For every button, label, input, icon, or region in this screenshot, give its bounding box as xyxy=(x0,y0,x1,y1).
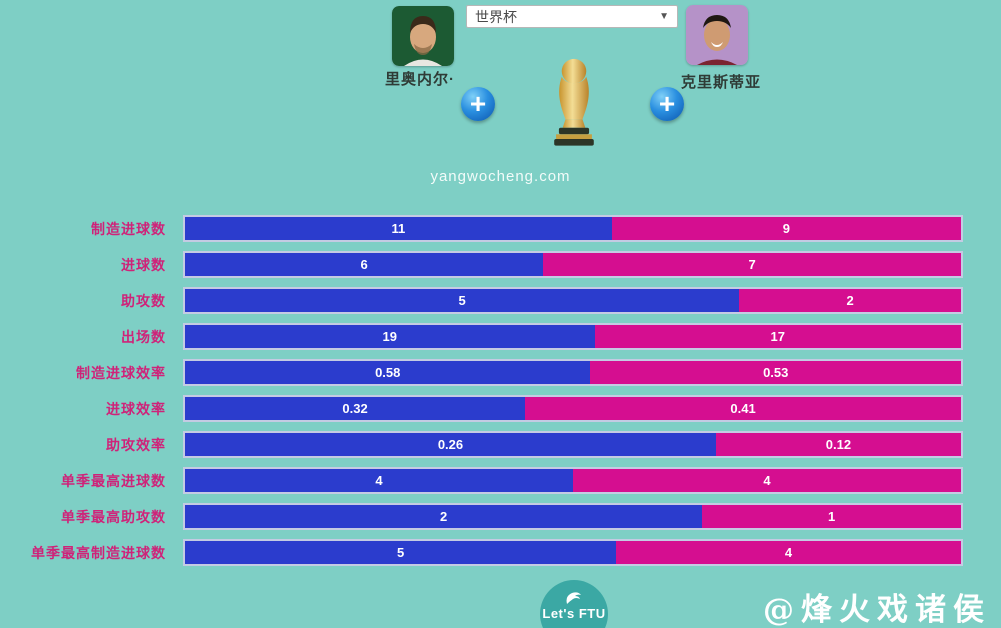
hand-icon xyxy=(566,592,581,604)
bar-value: 5 xyxy=(396,545,405,560)
lets-ftu-logo: Let's FTU xyxy=(540,580,608,628)
bar-right-segment: 7 xyxy=(543,253,961,276)
player-left-avatar[interactable] xyxy=(392,6,454,66)
stat-label: 制造进球数 xyxy=(91,220,166,237)
stat-row: 制造进球效率 0.58 0.53 xyxy=(0,359,963,386)
stat-row: 进球效率 0.32 0.41 xyxy=(0,395,963,422)
stat-row: 单季最高进球数 4 4 xyxy=(0,467,963,494)
player-right-avatar[interactable] xyxy=(686,5,748,65)
bar-left-segment: 0.32 xyxy=(185,397,526,420)
bar-value: 11 xyxy=(391,221,406,236)
site-url: yangwocheng.com xyxy=(430,168,571,185)
player-left-name: 里奥内尔· xyxy=(385,71,455,88)
bar-value: 0.58 xyxy=(375,365,401,380)
stat-row: 助攻数 5 2 xyxy=(0,287,963,314)
stat-label: 助攻数 xyxy=(121,292,166,309)
stat-label: 进球效率 xyxy=(106,400,166,417)
stat-row: 进球数 6 7 xyxy=(0,251,963,278)
watermark-signature: @烽火戏诸侯 xyxy=(763,584,993,628)
stat-row: 助攻效率 0.26 0.12 xyxy=(0,431,963,458)
bar-left-segment: 0.58 xyxy=(185,361,591,384)
bar-value: 4 xyxy=(375,473,383,488)
bar-value: 0.12 xyxy=(825,437,852,452)
bar-value: 6 xyxy=(360,257,368,272)
stat-label: 助攻效率 xyxy=(106,436,166,453)
bar-value: 1 xyxy=(828,509,836,524)
bar-left-segment: 11 xyxy=(185,217,612,240)
player-right-name: 克里斯蒂亚 xyxy=(681,74,762,91)
bar-right-segment: 17 xyxy=(594,325,961,348)
bar-value: 2 xyxy=(440,509,448,524)
stat-row: 制造进球数 11 9 xyxy=(0,215,963,242)
bar-left-segment: 5 xyxy=(185,289,740,312)
stat-bar: 0.58 0.53 xyxy=(183,359,963,386)
world-cup-trophy-icon xyxy=(541,57,607,153)
bar-value: 17 xyxy=(770,329,785,344)
bar-left-segment: 5 xyxy=(185,541,617,564)
bar-right-segment: 0.12 xyxy=(715,433,961,456)
stat-label: 单季最高制造进球数 xyxy=(31,544,166,561)
bar-left-segment: 4 xyxy=(185,469,573,492)
comparison-chart: 制造进球数 11 9 进球数 6 7 助攻数 5 2 出场数 19 17 制造进球效率 0.58 0.53 进… xyxy=(0,215,963,575)
bar-value: 5 xyxy=(458,293,466,308)
bar-left-segment: 19 xyxy=(185,325,595,348)
stat-bar: 11 9 xyxy=(183,215,963,242)
bar-left-segment: 0.26 xyxy=(185,433,716,456)
stat-bar: 19 17 xyxy=(183,323,963,350)
bar-value: 0.41 xyxy=(730,401,756,416)
stat-label: 出场数 xyxy=(121,328,166,345)
bar-left-segment: 2 xyxy=(185,505,703,528)
stat-bar: 0.32 0.41 xyxy=(183,395,963,422)
stat-label: 制造进球效率 xyxy=(76,364,166,381)
messi-portrait xyxy=(392,6,454,66)
stat-row: 单季最高制造进球数 5 4 xyxy=(0,539,963,566)
add-player-left-button[interactable]: + xyxy=(461,87,495,121)
lets-ftu-label: Let's FTU xyxy=(542,606,606,621)
stat-label: 进球数 xyxy=(121,256,166,273)
bar-right-segment: 4 xyxy=(573,469,961,492)
bar-value: 4 xyxy=(763,473,771,488)
stat-label: 单季最高助攻数 xyxy=(61,508,166,525)
bar-value: 0.26 xyxy=(437,437,464,452)
bar-right-segment: 0.41 xyxy=(525,397,961,420)
bar-value: 19 xyxy=(382,329,397,344)
bar-value: 7 xyxy=(748,257,756,272)
bar-right-segment: 9 xyxy=(611,217,961,240)
bar-value: 0.32 xyxy=(342,401,368,416)
bar-right-segment: 1 xyxy=(702,505,961,528)
competition-select[interactable]: 世界杯 ▼ xyxy=(466,5,678,28)
bar-right-segment: 0.53 xyxy=(590,361,961,384)
chevron-down-icon: ▼ xyxy=(659,11,669,22)
stat-bar: 0.26 0.12 xyxy=(183,431,963,458)
add-player-right-button[interactable]: + xyxy=(650,87,684,121)
ronaldo-portrait xyxy=(686,5,748,65)
stat-row: 单季最高助攻数 2 1 xyxy=(0,503,963,530)
bar-right-segment: 4 xyxy=(616,541,961,564)
bar-value: 9 xyxy=(782,221,790,236)
stat-row: 出场数 19 17 xyxy=(0,323,963,350)
bar-value: 2 xyxy=(846,293,854,308)
bar-value: 4 xyxy=(784,545,793,560)
bar-left-segment: 6 xyxy=(185,253,544,276)
bar-value: 0.53 xyxy=(763,365,789,380)
bar-right-segment: 2 xyxy=(739,289,961,312)
stat-label: 单季最高进球数 xyxy=(61,472,166,489)
competition-select-value: 世界杯 xyxy=(475,8,517,25)
